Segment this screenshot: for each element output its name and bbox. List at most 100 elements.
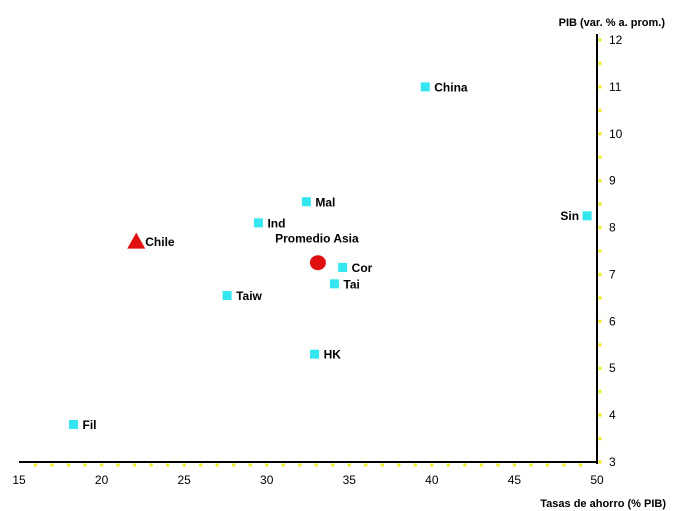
y-minor-dot <box>598 389 602 394</box>
y-tick-label: 11 <box>609 80 622 94</box>
x-axis-title: Tasas de ahorro (% PIB) <box>540 498 666 510</box>
point-china <box>420 82 430 92</box>
x-minor-dot <box>198 463 203 467</box>
x-minor-dot <box>578 463 583 467</box>
point-label-promedio-asia: Promedio Asia <box>275 232 359 246</box>
x-minor-dot <box>116 463 120 467</box>
y-minor-dot <box>598 460 602 464</box>
x-minor-dot <box>297 463 302 467</box>
axes <box>19 34 598 464</box>
x-minor-dot <box>380 463 385 467</box>
x-minor-dot <box>496 463 500 467</box>
y-minor-dot <box>598 61 602 66</box>
point-tai <box>329 279 339 289</box>
point-label-taiw: Taiw <box>236 289 262 303</box>
x-minor-dot <box>430 463 434 467</box>
x-tick-label: 40 <box>425 473 439 487</box>
point-cor <box>338 262 348 272</box>
y-minor-dot <box>598 155 602 160</box>
x-tick-label: 30 <box>260 473 274 487</box>
y-tick-label: 3 <box>609 455 616 469</box>
x-tick-label: 20 <box>95 473 109 487</box>
y-tick-label: 5 <box>609 361 616 375</box>
y-tick-label: 7 <box>609 267 616 281</box>
point-label-ind: Ind <box>267 216 285 230</box>
x-minor-dot <box>364 463 368 467</box>
y-minor-dot <box>598 342 602 347</box>
y-minor-dot <box>598 249 602 253</box>
y-ticks: 3 4 5 6 7 8 9 10 11 12 <box>598 33 623 469</box>
x-tick-label: 25 <box>177 473 191 487</box>
x-minor-dot <box>165 463 170 467</box>
point-mal <box>301 197 311 207</box>
x-minor-dot <box>479 463 484 467</box>
y-minor-dot <box>598 319 602 324</box>
x-minor-dot <box>413 463 418 467</box>
x-tick-label: 50 <box>590 473 604 487</box>
y-minor-dot <box>598 202 602 206</box>
y-minor-dot <box>598 178 602 183</box>
point-label-tai: Tai <box>343 277 359 291</box>
y-minor-dot <box>598 413 602 417</box>
y-minor-dot <box>598 85 602 89</box>
x-minor-dot <box>264 463 269 467</box>
point-chile <box>127 232 146 249</box>
point-ind <box>253 218 263 228</box>
y-minor-dot <box>598 366 602 371</box>
x-minor-dot <box>545 463 550 467</box>
y-minor-dot <box>598 108 602 113</box>
y-minor-dot <box>598 131 602 136</box>
x-tick-label: 35 <box>343 473 357 487</box>
y-axis-title: PIB (var. % a. prom.) <box>559 17 666 29</box>
point-taiw <box>222 291 232 301</box>
x-minor-dot <box>562 463 566 467</box>
x-minor-dot <box>314 463 319 467</box>
y-tick-label: 9 <box>609 174 616 188</box>
point-label-hk: HK <box>324 348 342 362</box>
y-minor-dot <box>598 225 602 230</box>
y-minor-dot <box>598 296 602 300</box>
data-points: China Sin Mal Ind Chile Promedio Asia Cor Tai Ta… <box>68 80 592 432</box>
x-minor-dot <box>83 463 87 467</box>
x-minor-dot <box>347 463 352 467</box>
point-fil <box>68 419 78 429</box>
y-minor-dot <box>598 272 602 277</box>
y-tick-label: 6 <box>609 314 616 328</box>
x-ticks: 15 20 25 30 35 40 45 50 <box>12 463 604 487</box>
x-minor-dot <box>33 463 38 467</box>
point-hk <box>310 349 320 359</box>
x-minor-dot <box>446 463 451 467</box>
y-minor-dot <box>598 38 602 42</box>
x-minor-dot <box>182 463 186 467</box>
x-minor-dot <box>215 463 219 467</box>
x-minor-dot <box>330 463 335 467</box>
x-minor-dot <box>512 463 517 467</box>
x-minor-dot <box>529 463 533 467</box>
y-tick-label: 12 <box>609 33 623 47</box>
x-minor-dot <box>99 463 104 467</box>
point-label-sin: Sin <box>560 209 579 223</box>
point-label-chile: Chile <box>145 235 175 249</box>
y-tick-label: 8 <box>609 221 616 235</box>
x-minor-dot <box>50 463 54 467</box>
x-minor-dot <box>132 463 137 467</box>
point-promedio-asia <box>309 255 326 271</box>
x-minor-dot <box>397 463 401 467</box>
point-label-mal: Mal <box>315 195 335 209</box>
x-minor-dot <box>463 463 467 467</box>
x-tick-label: 45 <box>508 473 522 487</box>
x-minor-dot <box>248 463 252 467</box>
point-sin <box>582 211 592 221</box>
x-minor-dot <box>66 463 71 467</box>
y-tick-label: 10 <box>609 127 623 141</box>
point-label-fil: Fil <box>82 418 96 432</box>
x-minor-dot <box>149 463 153 467</box>
x-tick-label: 15 <box>12 473 26 487</box>
point-label-cor: Cor <box>352 261 373 275</box>
point-label-china: China <box>434 80 468 94</box>
y-tick-label: 4 <box>609 408 616 422</box>
x-minor-dot <box>281 463 286 467</box>
x-minor-dot <box>231 463 236 467</box>
y-minor-dot <box>598 436 602 441</box>
